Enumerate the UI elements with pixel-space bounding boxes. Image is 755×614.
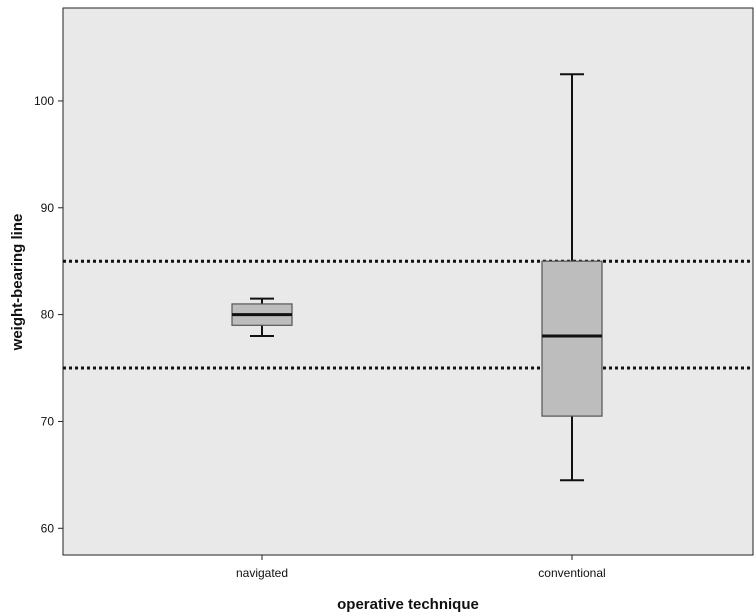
box-series — [231, 73, 603, 482]
x-axis-title: operative technique — [337, 596, 479, 613]
x-tick-label: conventional — [538, 566, 605, 580]
x-tick-label: navigated — [236, 566, 288, 580]
y-tick-label: 70 — [41, 414, 55, 428]
y-tick-label: 90 — [41, 201, 55, 215]
y-tick-label: 60 — [41, 521, 55, 535]
y-tick-label: 80 — [41, 308, 55, 322]
box-navigated — [231, 297, 293, 337]
box-conventional — [541, 73, 603, 482]
reference-lines — [63, 259, 753, 370]
y-tick-label: 100 — [34, 94, 54, 108]
y-axis-title: weight-bearing line — [9, 214, 26, 352]
plot-area — [62, 7, 754, 556]
y-axis: 60 70 80 90 100 — [34, 94, 63, 535]
x-axis: navigated conventional — [236, 555, 606, 580]
interquartile-box — [541, 260, 603, 417]
